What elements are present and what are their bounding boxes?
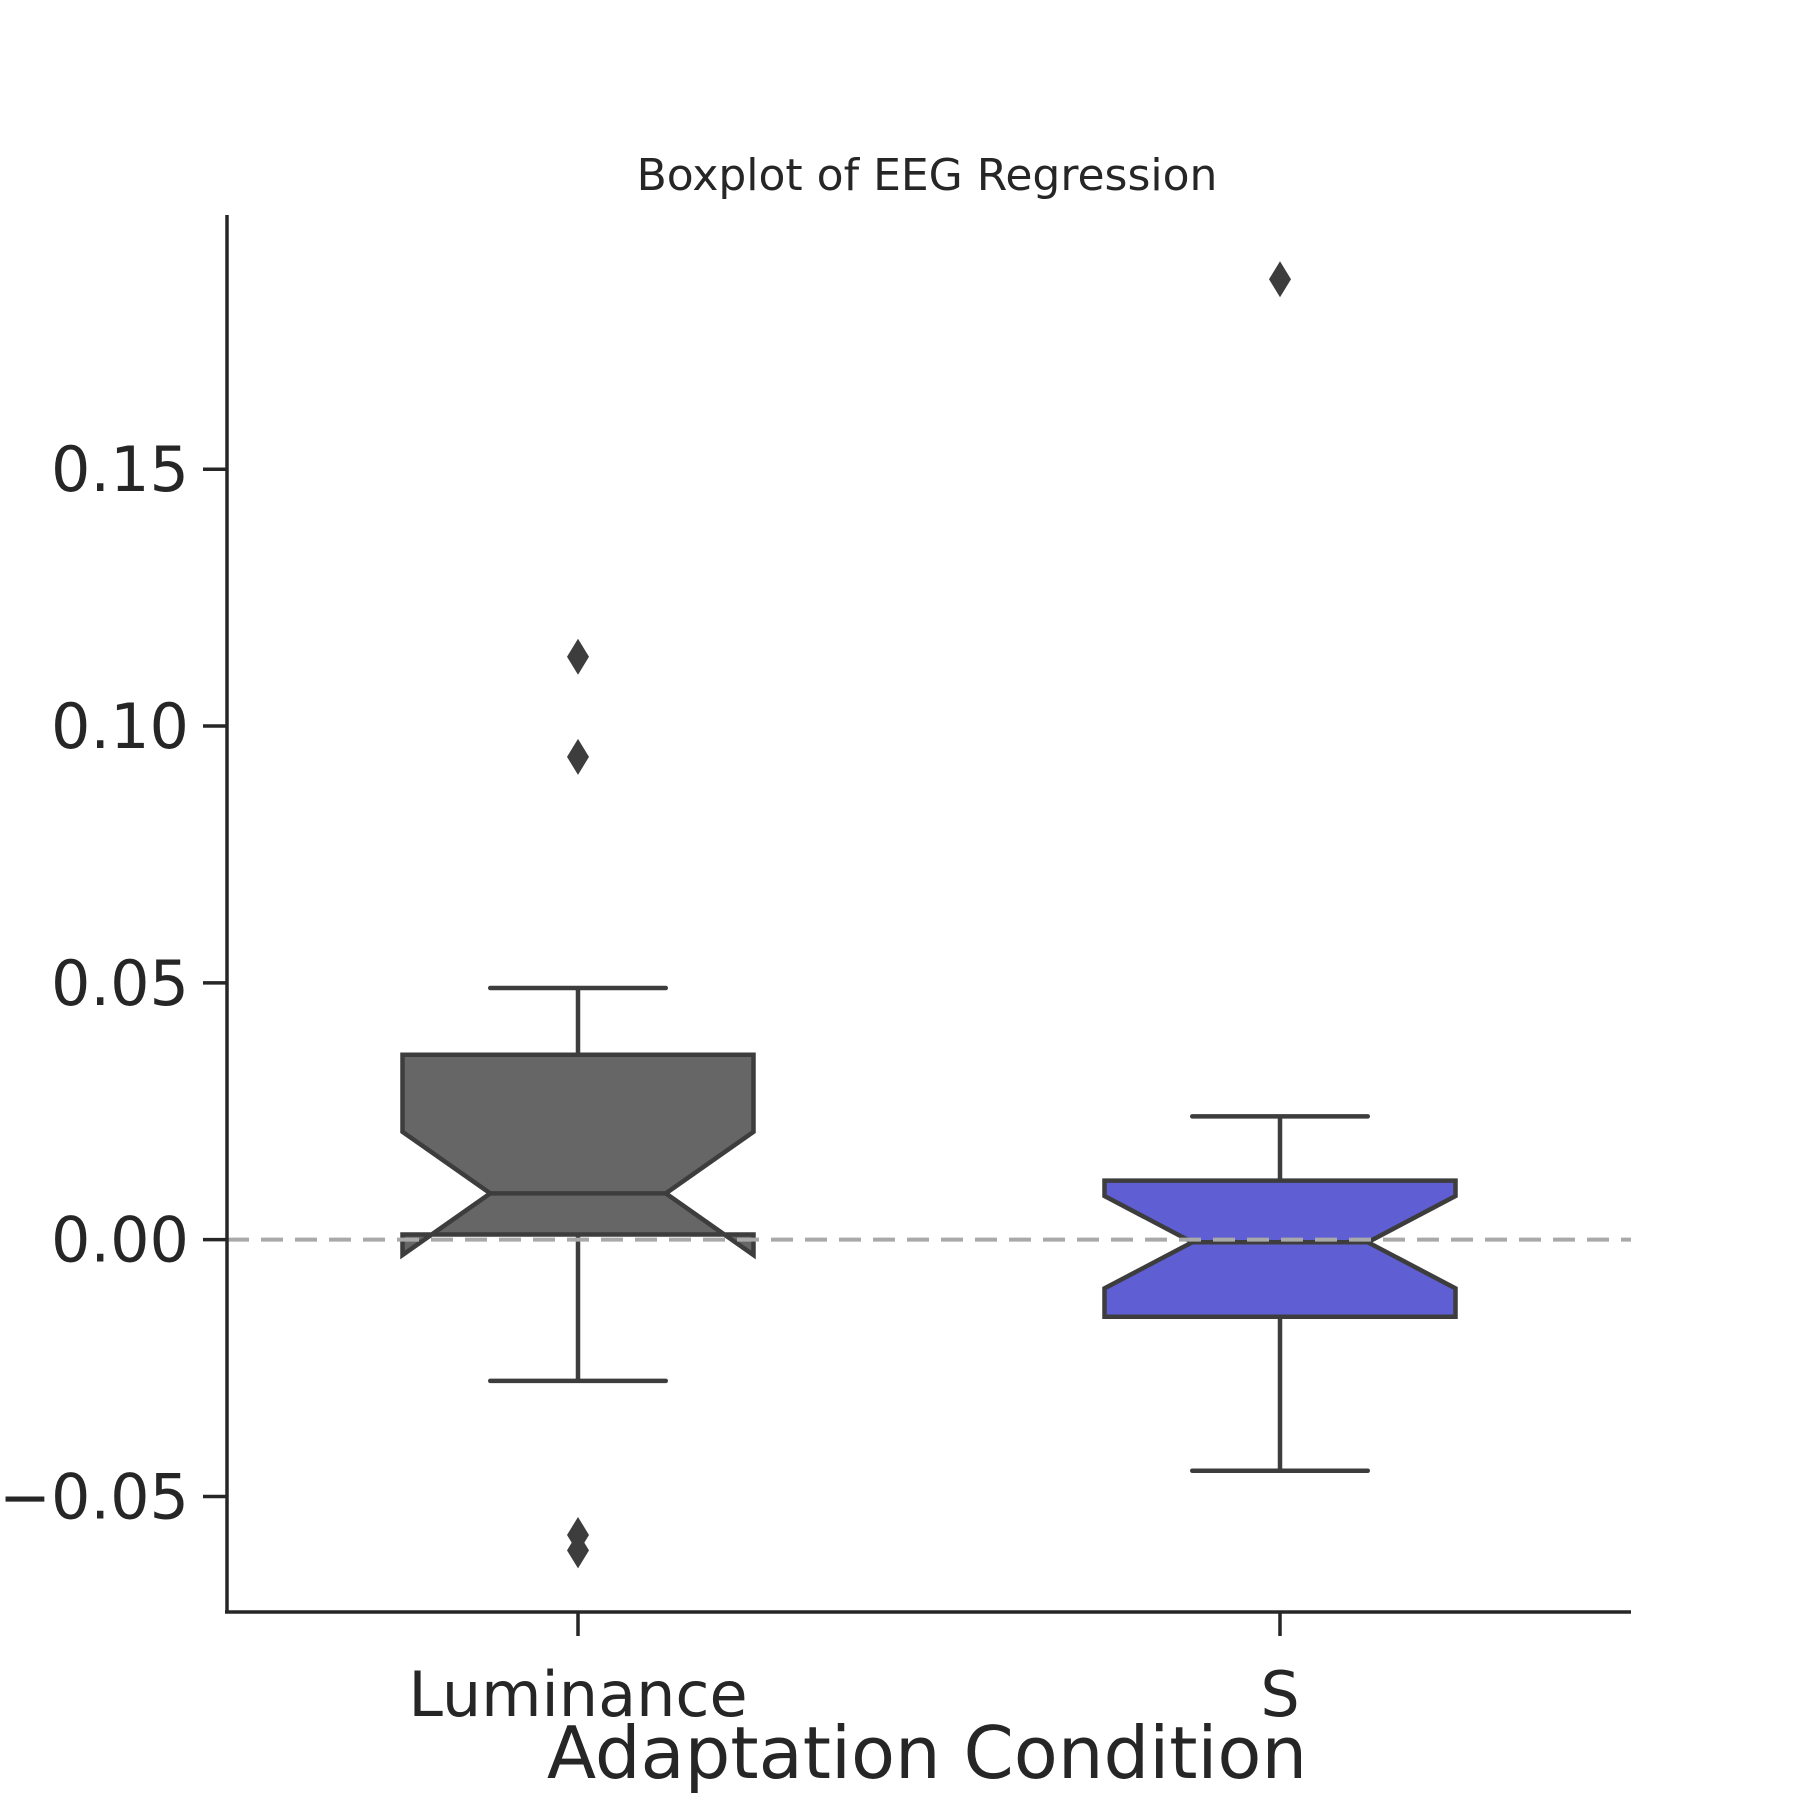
y-tick-label: 0.05: [51, 947, 189, 1020]
outlier-point: [1269, 261, 1291, 298]
x-axis-ticks: Luminance S: [408, 1612, 1300, 1731]
chart-title: Boxplot of EEG Regression: [637, 150, 1218, 201]
x-axis-label: Adaptation Condition: [547, 1711, 1307, 1795]
outlier-point: [567, 1532, 589, 1569]
plot-area: [227, 261, 1631, 1569]
y-tick-label: −0.05: [0, 1460, 189, 1533]
y-tick-label: 0.00: [51, 1204, 189, 1277]
outlier-point: [567, 738, 589, 775]
box-group-s: [1102, 261, 1458, 1474]
x-tick-label: Luminance: [408, 1658, 747, 1731]
x-tick-label: S: [1260, 1658, 1299, 1731]
box-body: [400, 1052, 756, 1260]
y-tick-label: 0.15: [51, 433, 189, 506]
y-tick-label: 0.10: [51, 690, 189, 763]
outlier-point: [567, 638, 589, 675]
box-body: [1102, 1178, 1458, 1319]
box-group-luminance: [400, 638, 756, 1569]
y-axis-ticks: −0.05 0.00 0.05 0.10 0.15: [0, 433, 227, 1533]
